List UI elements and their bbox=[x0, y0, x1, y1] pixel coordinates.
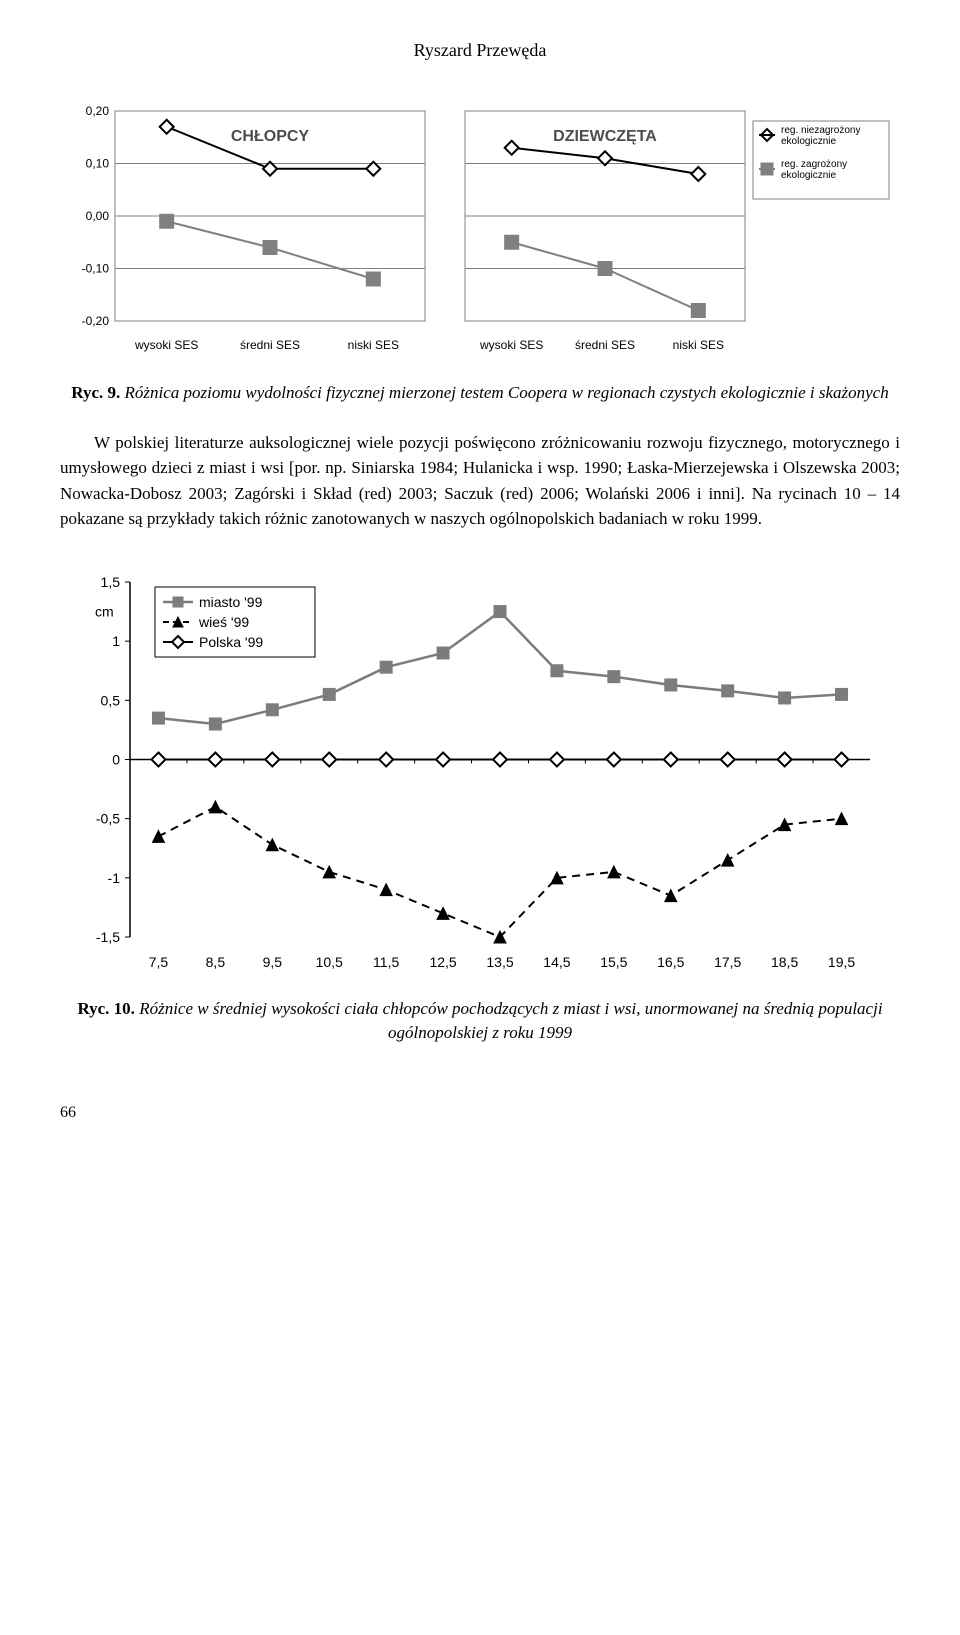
fig9-text: Różnica poziomu wydolności fizycznej mie… bbox=[125, 383, 889, 402]
svg-text:-1,5: -1,5 bbox=[96, 929, 120, 945]
svg-text:miasto '99: miasto '99 bbox=[199, 594, 263, 610]
svg-text:wysoki SES: wysoki SES bbox=[134, 338, 198, 352]
chart-fig10-wrap: -1,5-1-0,500,511,5cm7,58,59,510,511,512,… bbox=[60, 562, 900, 982]
svg-text:8,5: 8,5 bbox=[206, 954, 226, 970]
svg-text:19,5: 19,5 bbox=[828, 954, 855, 970]
svg-text:niski SES: niski SES bbox=[348, 338, 399, 352]
chart-row-fig9: -0,20 -0,10 0,00 0,10 0,20 CHŁOPCY wysoki SES ś… bbox=[60, 101, 900, 361]
svg-text:13,5: 13,5 bbox=[486, 954, 513, 970]
chart-chlopcy: -0,20 -0,10 0,00 0,10 0,20 CHŁOPCY wysoki SES ś… bbox=[65, 101, 435, 361]
fig10-label: Ryc. 10. bbox=[77, 999, 134, 1018]
chart-fig10: -1,5-1-0,500,511,5cm7,58,59,510,511,512,… bbox=[70, 562, 890, 982]
svg-text:-1: -1 bbox=[108, 870, 121, 886]
svg-text:średni SES: średni SES bbox=[575, 338, 635, 352]
svg-text:9,5: 9,5 bbox=[263, 954, 283, 970]
svg-text:cm: cm bbox=[95, 603, 114, 619]
svg-text:0,00: 0,00 bbox=[86, 209, 110, 223]
svg-text:ekologicznie: ekologicznie bbox=[781, 170, 836, 181]
svg-text:-0,20: -0,20 bbox=[82, 314, 110, 328]
svg-text:Polska '99: Polska '99 bbox=[199, 634, 263, 650]
fig9-label: Ryc. 9. bbox=[71, 383, 120, 402]
page-number: 66 bbox=[60, 1104, 900, 1122]
fig9-caption: Ryc. 9. Różnica poziomu wydolności fizyc… bbox=[60, 381, 900, 405]
svg-text:ekologicznie: ekologicznie bbox=[781, 136, 836, 147]
svg-text:1,5: 1,5 bbox=[101, 574, 121, 590]
body-paragraph: W polskiej literaturze auksologicznej wi… bbox=[60, 430, 900, 532]
svg-text:18,5: 18,5 bbox=[771, 954, 798, 970]
fig10-text: Różnice w średniej wysokości ciała chłop… bbox=[139, 999, 882, 1042]
svg-text:DZIEWCZĘTA: DZIEWCZĘTA bbox=[553, 128, 657, 145]
svg-text:0,10: 0,10 bbox=[86, 157, 110, 171]
svg-text:7,5: 7,5 bbox=[149, 954, 169, 970]
svg-text:10,5: 10,5 bbox=[316, 954, 343, 970]
svg-text:12,5: 12,5 bbox=[429, 954, 456, 970]
svg-text:11,5: 11,5 bbox=[373, 954, 399, 970]
svg-text:-0,10: -0,10 bbox=[82, 262, 110, 276]
svg-text:niski SES: niski SES bbox=[673, 338, 724, 352]
svg-text:0,5: 0,5 bbox=[101, 692, 121, 708]
svg-text:1: 1 bbox=[112, 633, 120, 649]
svg-text:średni SES: średni SES bbox=[240, 338, 300, 352]
svg-text:17,5: 17,5 bbox=[714, 954, 741, 970]
svg-text:wieś '99: wieś '99 bbox=[198, 614, 249, 630]
svg-text:0: 0 bbox=[112, 751, 120, 767]
chart-dziewczeta: DZIEWCZĘTA wysoki SES średni SES niski SES r… bbox=[455, 101, 895, 361]
svg-text:16,5: 16,5 bbox=[657, 954, 684, 970]
svg-text:reg. niezagrożony: reg. niezagrożony bbox=[781, 125, 861, 136]
svg-text:wysoki SES: wysoki SES bbox=[479, 338, 543, 352]
svg-text:reg. zagrożony: reg. zagrożony bbox=[781, 159, 847, 170]
svg-text:15,5: 15,5 bbox=[600, 954, 627, 970]
page-header-author: Ryszard Przewęda bbox=[60, 40, 900, 61]
svg-text:-0,5: -0,5 bbox=[96, 810, 120, 826]
svg-text:CHŁOPCY: CHŁOPCY bbox=[231, 128, 310, 145]
fig10-caption: Ryc. 10. Różnice w średniej wysokości ci… bbox=[60, 997, 900, 1045]
svg-text:14,5: 14,5 bbox=[543, 954, 570, 970]
svg-text:0,20: 0,20 bbox=[86, 104, 110, 118]
